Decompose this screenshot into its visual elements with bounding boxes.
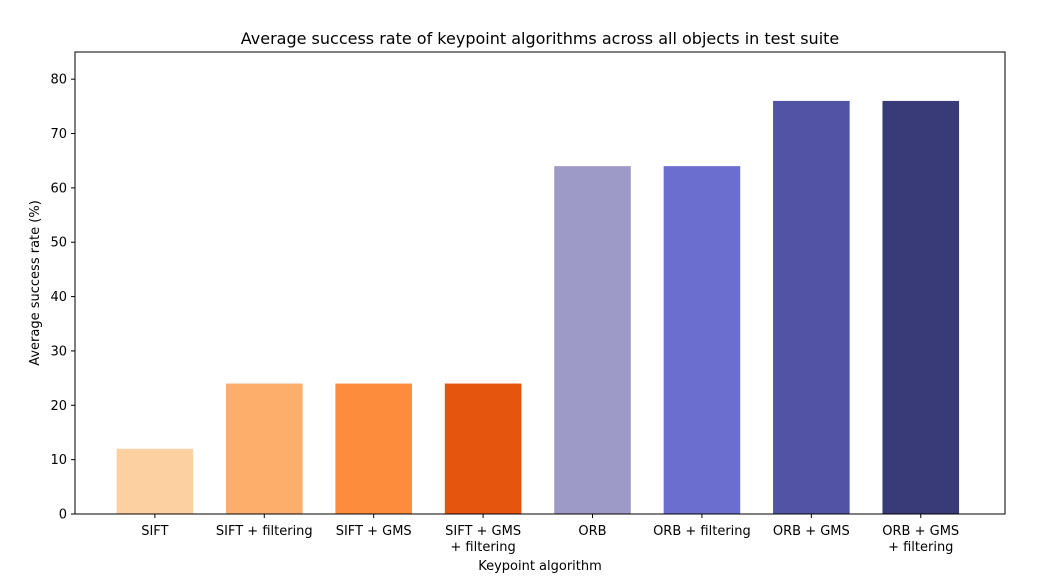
x-tick-label-3: SIFT + GMS + filtering [445, 524, 521, 555]
x-tick-label-4: ORB [578, 524, 606, 539]
bar-2 [335, 383, 412, 514]
axes-frame [74, 51, 1006, 515]
y-tick-label-4: 40 [50, 290, 67, 305]
bar-3 [444, 383, 522, 514]
y-tick-label-2: 20 [50, 399, 67, 414]
y-tick-label-3: 30 [50, 344, 67, 359]
bar-6 [773, 100, 850, 515]
x-axis-label: Keypoint algorithm [478, 559, 602, 574]
x-tick-label-1: SIFT + filtering [216, 524, 313, 539]
y-axis-label: Average success rate (%) [28, 200, 43, 366]
bar-7 [882, 100, 960, 515]
bar-1 [225, 383, 303, 514]
y-tick-label-6: 60 [50, 181, 67, 196]
x-tick-label-6: ORB + GMS [773, 524, 850, 539]
bar-4 [554, 166, 631, 514]
y-tick-label-7: 70 [50, 127, 67, 142]
bar-0 [116, 448, 194, 514]
y-tick-label-1: 10 [50, 453, 67, 468]
y-tick-label-5: 50 [50, 236, 67, 251]
x-tick-label-5: ORB + filtering [653, 524, 751, 539]
plot-area: SIFT SIFT + filtering SIFT + GMS SIFT + GMS… [50, 51, 1006, 555]
x-tick-label-2: SIFT + GMS [336, 524, 412, 539]
bar-5 [663, 166, 741, 514]
y-tick-label-0: 0 [59, 508, 67, 523]
chart-title: Average success rate of keypoint algorit… [241, 29, 840, 48]
x-tick-label-0: SIFT [141, 524, 168, 539]
y-tick-label-8: 80 [50, 73, 67, 88]
x-tick-label-7: ORB + GMS + filtering [882, 524, 959, 555]
